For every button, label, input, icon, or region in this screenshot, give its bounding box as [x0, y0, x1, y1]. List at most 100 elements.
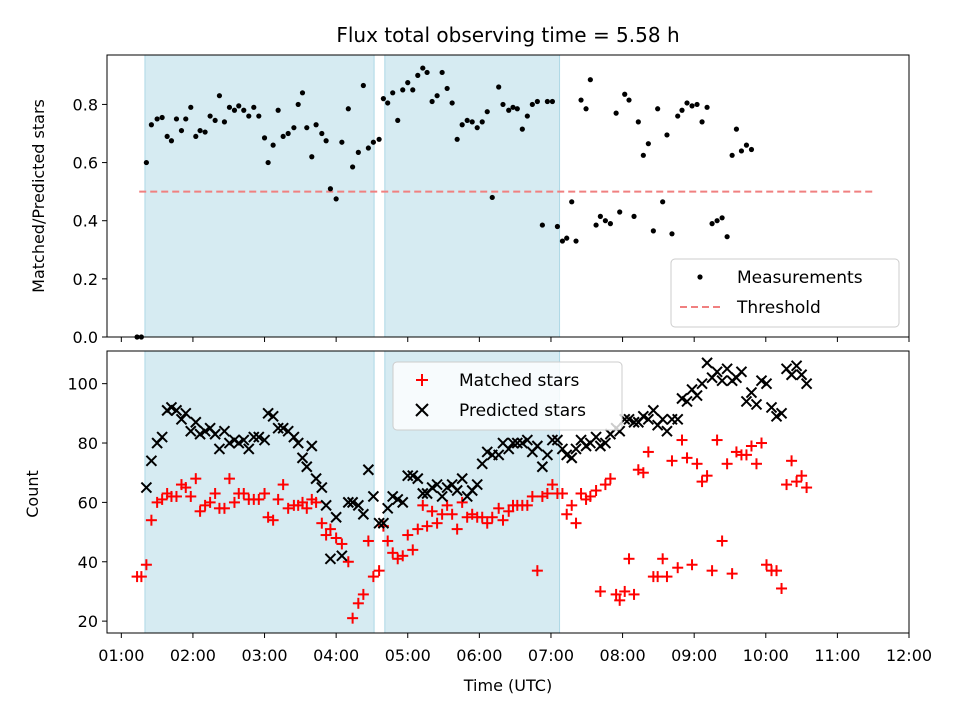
measurement-point: [400, 87, 406, 93]
measurement-point: [256, 113, 262, 119]
matched-star-point: [253, 493, 265, 505]
predicted-star-stroke: [471, 478, 483, 491]
predicted-star-stroke: [377, 517, 390, 529]
measurement-point: [593, 222, 599, 228]
matched-star-point: [330, 532, 342, 544]
matched-star-point: [619, 585, 631, 597]
predicted-star-stroke: [373, 517, 385, 529]
matched-star-point: [566, 499, 578, 511]
predicted-star-stroke: [156, 431, 168, 443]
predicted-star-point: [456, 472, 468, 485]
measurement-point: [669, 231, 675, 237]
measurement-point: [410, 87, 416, 93]
matched-star-point: [135, 571, 147, 583]
predicted-star-stroke: [476, 458, 488, 470]
measurement-point: [689, 103, 695, 109]
measurement-point: [173, 116, 180, 122]
matched-star-point: [296, 496, 308, 508]
matched-star-point: [561, 508, 573, 520]
measurement-point: [202, 129, 208, 135]
predicted-star-stroke: [735, 366, 748, 378]
matched-star-point: [637, 467, 649, 479]
predicted-star-point: [296, 452, 309, 464]
measurement-point: [444, 85, 450, 92]
measurement-point: [529, 101, 535, 108]
predicted-star-stroke: [531, 440, 544, 452]
predicted-star-point: [140, 481, 153, 494]
predicted-star-point: [507, 437, 519, 449]
matched-star-point: [277, 479, 289, 491]
matched-star-point: [190, 473, 202, 485]
x-tick-label: 04:00: [313, 646, 359, 665]
predicted-star-stroke: [590, 431, 602, 443]
matched-star-point: [209, 487, 221, 499]
predicted-star-point: [656, 413, 669, 425]
measurement-point: [405, 80, 411, 86]
predicted-star-stroke: [204, 422, 216, 434]
measurement-point: [164, 133, 170, 140]
matched-star-point: [259, 487, 271, 499]
predicted-star-point: [320, 499, 332, 512]
predicted-star-point: [785, 369, 798, 381]
predicted-star-stroke: [785, 369, 798, 381]
predicted-star-point: [590, 431, 602, 443]
predicted-star-point: [476, 458, 488, 470]
y-tick-label: 40: [78, 553, 98, 572]
predicted-star-point: [451, 484, 463, 497]
predicted-star-stroke: [185, 425, 197, 437]
predicted-star-stroke: [213, 443, 226, 455]
measurement-point: [519, 126, 525, 132]
predicted-star-stroke: [599, 437, 612, 449]
matched-star-point: [584, 490, 596, 502]
predicted-star-point: [672, 413, 684, 425]
measurement-point: [270, 142, 276, 148]
predicted-star-point: [238, 434, 250, 446]
predicted-star-stroke: [721, 363, 733, 375]
predicted-star-stroke: [637, 410, 650, 423]
predicted-star-stroke: [407, 469, 419, 482]
matched-star-point: [575, 487, 587, 499]
bottom-x-ticks: 01:00 02:00 03:00 04:00 05:00 06:00 07:00 08:00…: [98, 633, 932, 665]
predicted-star-stroke: [190, 416, 202, 428]
measurement-point: [464, 117, 470, 124]
y-tick-label: 0.0: [73, 328, 98, 347]
measurement-point: [439, 69, 445, 76]
predicted-star-stroke: [765, 401, 778, 414]
matched-star-point: [696, 476, 708, 488]
measurement-point: [429, 98, 435, 105]
matched-star-point: [426, 505, 438, 517]
predicted-star-point: [324, 553, 337, 565]
predicted-star-stroke: [238, 434, 250, 446]
predicted-star-stroke: [492, 449, 505, 461]
matched-star-point: [726, 568, 738, 580]
matched-star-point: [407, 544, 419, 556]
predicted-star-stroke: [209, 428, 221, 440]
predicted-star-stroke: [672, 413, 684, 425]
predicted-star-point: [243, 443, 255, 455]
predicted-star-point: [352, 499, 365, 512]
shaded-interval-1: [144, 55, 375, 337]
predicted-star-point: [750, 398, 763, 411]
x-tick-label: 12:00: [886, 646, 932, 665]
measurement-point: [479, 119, 485, 125]
measurement-point: [236, 103, 242, 109]
predicted-star-point: [795, 369, 808, 381]
predicted-star-point: [209, 428, 221, 440]
predicted-star-stroke: [387, 490, 399, 503]
predicted-star-point: [397, 496, 409, 509]
predicted-star-stroke: [397, 496, 409, 509]
measurement-point: [743, 142, 750, 148]
measurement-point: [339, 139, 345, 145]
predicted-star-stroke: [676, 392, 688, 405]
predicted-star-stroke: [352, 499, 365, 512]
matched-star-point: [642, 446, 654, 458]
measurement-point: [617, 209, 623, 215]
matched-star-point: [755, 437, 767, 449]
measurement-point: [554, 223, 561, 230]
matched-star-point: [145, 514, 157, 526]
predicted-star-stroke: [740, 395, 753, 408]
y-tick-label: 100: [67, 375, 98, 394]
measurement-point: [607, 221, 613, 227]
matched-star-point: [599, 479, 611, 491]
